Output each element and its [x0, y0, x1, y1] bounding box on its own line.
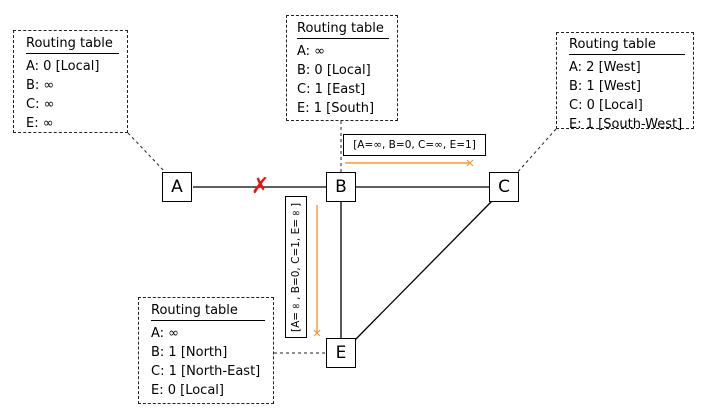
routing-entry: A: 2 [West]	[569, 60, 641, 75]
routing-table-C: Routing table A: 2 [West] B: 1 [West] C:…	[556, 32, 694, 132]
routing-entry: C: 1 [North-East]	[151, 364, 261, 379]
routing-table-A: Routing table A: 0 [Local] B: ∞ C: ∞ E: …	[13, 30, 128, 133]
routing-entry: C: 0 [Local]	[569, 98, 643, 113]
routing-entry: A: ∞	[297, 44, 326, 59]
routing-table-title: Routing table	[569, 37, 685, 55]
message-label-to-E: [A=∞, B=0, C=1, E=∞]	[285, 196, 307, 338]
routing-table-title: Routing table	[297, 21, 389, 39]
routing-entry: B: 1 [West]	[569, 79, 641, 94]
routing-table-E: Routing table A: ∞ B: 1 [North] C: 1 [No…	[138, 297, 274, 404]
node-B[interactable]: B	[326, 172, 356, 202]
message-label-to-C: [A=∞, B=0, C=∞, E=1]	[343, 134, 486, 156]
connector-table-A	[127, 132, 167, 174]
link-C-E	[354, 200, 493, 341]
connector-table-C	[515, 128, 557, 175]
node-E[interactable]: E	[326, 338, 356, 368]
routing-table-B: Routing table A: ∞ B: 0 [Local] C: 1 [Ea…	[286, 15, 398, 121]
broken-link-cross-icon: ✗	[251, 174, 270, 199]
node-C[interactable]: C	[489, 172, 519, 202]
routing-entry: B: 1 [North]	[151, 345, 228, 360]
routing-entry: E: 0 [Local]	[151, 383, 224, 398]
routing-entry: E: 1 [South]	[297, 101, 375, 116]
routing-entry: C: 1 [East]	[297, 82, 366, 97]
routing-entry: A: 0 [Local]	[26, 59, 100, 74]
routing-entry: E: ∞	[26, 116, 54, 131]
routing-entry: E: 1 [South-West]	[569, 117, 683, 132]
routing-entry: C: ∞	[26, 97, 55, 112]
routing-entry: B: ∞	[26, 78, 55, 93]
routing-entry: A: ∞	[151, 326, 180, 341]
routing-table-title: Routing table	[151, 303, 265, 321]
routing-table-title: Routing table	[26, 36, 119, 54]
node-A[interactable]: A	[162, 172, 192, 202]
routing-entry: B: 0 [Local]	[297, 63, 371, 78]
